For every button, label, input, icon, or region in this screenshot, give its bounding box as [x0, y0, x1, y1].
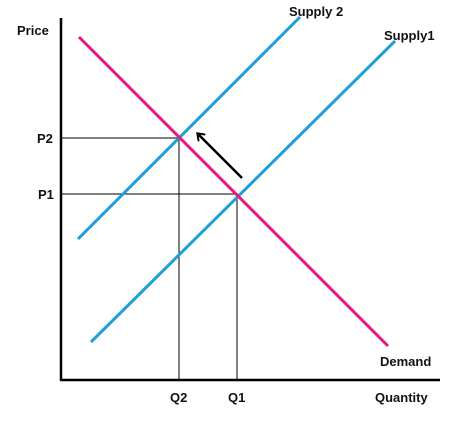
p1-tick-label: P1: [38, 187, 54, 202]
supply-2-label: Supply 2: [289, 4, 343, 19]
demand-label: Demand: [380, 354, 431, 369]
p2-tick-label: P2: [37, 131, 53, 146]
x-axis-label: Quantity: [375, 390, 428, 405]
y-axis-label: Price: [17, 23, 49, 38]
supply-1-curve: [89, 39, 397, 344]
supply-2-curve: [76, 15, 302, 241]
arrow-up-left-icon: [198, 134, 243, 179]
q1-tick-label: Q1: [228, 390, 245, 405]
q2-tick-label: Q2: [170, 390, 187, 405]
demand-curve: [77, 35, 390, 348]
supply-1-label: Supply1: [384, 28, 435, 43]
